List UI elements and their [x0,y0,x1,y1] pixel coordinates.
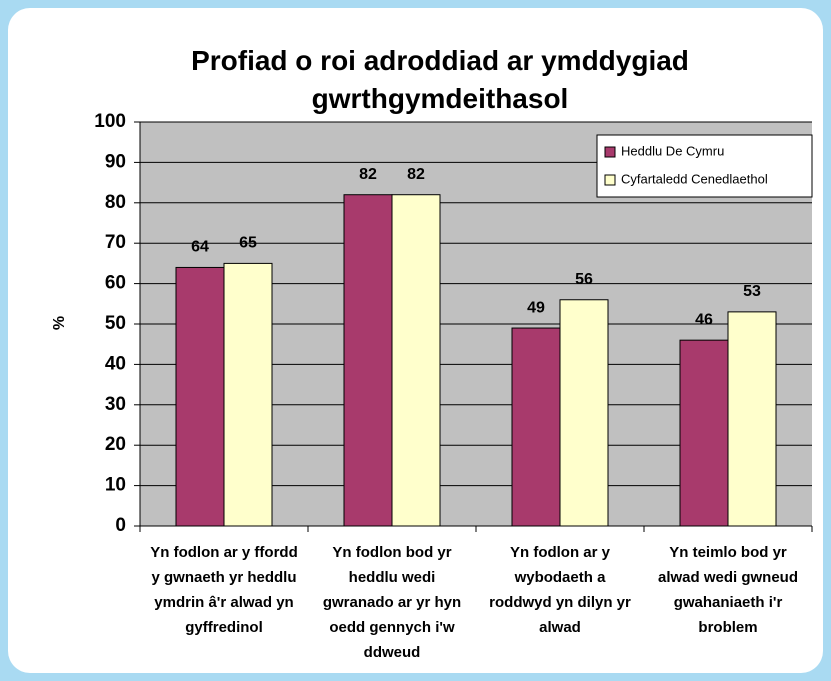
data-label: 49 [527,299,545,316]
y-tick-label: 90 [105,151,126,172]
data-label: 82 [359,166,377,183]
y-tick-label: 30 [105,394,126,415]
x-tick-label: Yn fodlon ar y ffordd y gwnaeth yr heddl… [150,544,298,636]
bar [223,262,273,527]
y-tick-label: 60 [105,273,126,294]
legend-box [596,134,813,198]
y-tick-label: 10 [105,475,126,496]
y-tick-label: 80 [105,192,126,213]
legend-swatch [604,174,616,186]
data-label: 65 [239,235,257,252]
legend-label: Heddlu De Cymru [621,143,724,158]
y-tick-label: 0 [115,515,126,536]
bar [559,299,609,527]
x-tick-label: Yn fodlon ar y wybodaeth a roddwyd yn di… [489,544,631,636]
x-tick-label: Yn teimlo bod yr alwad wedi gwneud gwaha… [657,544,799,636]
bar [391,194,441,527]
bar [175,266,225,527]
data-label: 46 [695,311,713,328]
bar [727,311,777,527]
data-label: 53 [743,283,761,300]
y-tick-label: 100 [94,111,126,132]
bar [343,194,393,527]
bar [679,339,729,527]
legend-label: Cyfartaledd Cenedlaethol [621,171,768,186]
y-tick-label: 50 [105,313,126,334]
data-label: 82 [407,166,425,183]
legend-swatch [604,146,616,158]
data-label: 64 [191,239,209,256]
bar [511,327,561,527]
chart-title: Profiad o roi adroddiad ar ymddygiad gwr… [191,45,689,114]
data-label: 56 [575,271,593,288]
y-tick-label: 70 [105,232,126,253]
x-tick-label: Yn fodlon bod yr heddlu wedi gwranado ar… [322,544,462,661]
y-tick-label: 40 [105,353,126,374]
y-tick-label: 20 [105,434,126,455]
y-axis-label: % [51,316,68,330]
